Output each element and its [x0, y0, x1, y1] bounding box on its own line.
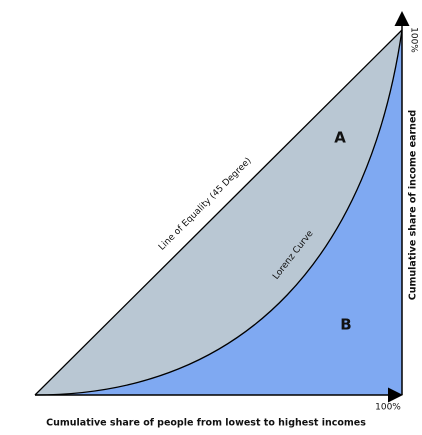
- y-axis-max-label: 100%: [409, 27, 419, 53]
- y-axis-title: Cumulative share of income earned: [408, 110, 419, 300]
- area-b-label: B: [340, 316, 351, 334]
- area-a-label: A: [334, 129, 346, 147]
- x-axis-max-label: 100%: [375, 403, 401, 413]
- lorenz-curve: [34, 29, 403, 396]
- area-b: [35, 30, 402, 395]
- equality-line: [34, 29, 403, 396]
- x-axis-title: Cumulative share of people from lowest t…: [46, 418, 366, 429]
